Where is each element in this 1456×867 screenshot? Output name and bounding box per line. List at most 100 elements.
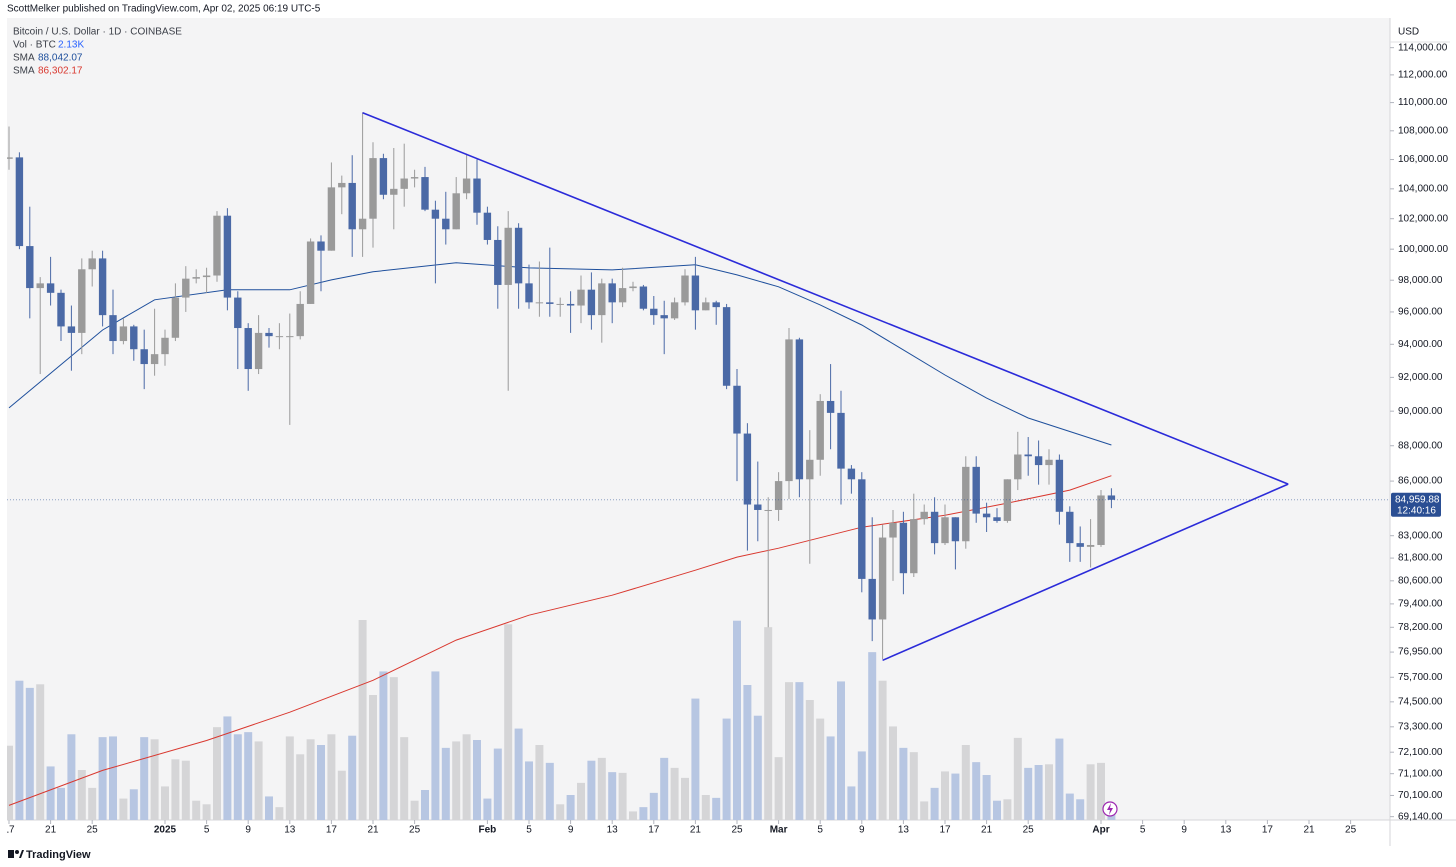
candle-body: [369, 158, 377, 219]
candle-body: [182, 278, 190, 298]
candle-body: [910, 519, 918, 574]
volume-bar: [25, 687, 34, 820]
volume-bar: [88, 787, 97, 820]
volume-bar: [722, 718, 731, 820]
volume-bar: [566, 795, 575, 820]
volume-bar: [337, 770, 346, 820]
candle-body: [109, 315, 117, 342]
volume-bar: [462, 734, 471, 820]
candle-body: [1055, 459, 1064, 512]
candle-body: [878, 537, 887, 620]
volume-bar: [213, 727, 221, 820]
volume-bar: [920, 801, 929, 820]
sma-legend: SMA: [13, 66, 35, 77]
volume-bar: [379, 671, 388, 820]
x-tick-label: 2025: [154, 825, 177, 836]
volume-bar: [1055, 738, 1064, 820]
volume-bar: [941, 771, 949, 820]
volume-bar: [67, 734, 76, 820]
volume-bar: [285, 736, 294, 820]
candle-body: [223, 215, 232, 298]
volume-bar: [504, 624, 513, 820]
volume-bar: [36, 684, 45, 820]
volume-bar: [306, 739, 315, 820]
volume-bar: [1034, 765, 1043, 820]
price-tag-label: 84,959.88: [1395, 494, 1440, 505]
x-tick-label: 13: [898, 825, 910, 836]
x-tick-label: 25: [87, 825, 99, 836]
x-tick-label: 21: [45, 825, 57, 836]
volume-bar: [753, 715, 762, 820]
volume-bar: [358, 620, 367, 820]
volume-bar: [254, 741, 263, 820]
candle-body: [15, 157, 24, 247]
y-tick-label: 69,140.00: [1398, 811, 1443, 822]
y-tick-label: 72,100.00: [1398, 747, 1443, 758]
candle-body: [462, 178, 471, 194]
candle-body: [317, 241, 325, 251]
volume-bar: [109, 736, 117, 820]
candle-body: [702, 302, 710, 311]
volume-bar: [327, 734, 336, 820]
y-tick-label: 86,000.00: [1398, 476, 1443, 487]
y-tick-label: 114,000.00: [1398, 42, 1448, 53]
candle-body: [1003, 479, 1012, 521]
candle-body: [358, 218, 367, 230]
volume-bar: [77, 770, 86, 820]
candle-body: [275, 336, 284, 338]
volume-bar: [993, 800, 1001, 820]
volume-bar: [150, 739, 159, 820]
y-tick-label: 104,000.00: [1398, 183, 1448, 194]
volume-bar: [847, 786, 856, 820]
volume-bar: [816, 718, 825, 820]
sma-legend-value: 86,302.17: [38, 66, 83, 77]
candle-body: [1034, 456, 1043, 466]
candle-body: [192, 277, 200, 279]
x-tick-label: 17: [1262, 825, 1274, 836]
volume-bar: [712, 797, 721, 820]
candle-body: [1066, 511, 1074, 544]
y-tick-label: 110,000.00: [1398, 97, 1448, 108]
y-tick-label: 83,000.00: [1398, 530, 1443, 541]
volume-bar: [545, 762, 554, 820]
candle-body: [254, 332, 263, 370]
x-tick-label: 21: [367, 825, 379, 836]
candle-body: [951, 517, 960, 542]
candle-body: [1045, 459, 1053, 466]
candle-body: [431, 209, 440, 219]
volume-bar: [514, 728, 523, 820]
y-tick-label: 106,000.00: [1398, 154, 1448, 165]
candle-body: [327, 187, 336, 251]
volume-bar: [608, 772, 617, 820]
volume-bar: [7, 745, 13, 820]
candle-body: [421, 177, 429, 210]
candle-body: [650, 308, 658, 316]
volume-bar: [129, 789, 138, 820]
volume-bar: [951, 773, 960, 820]
volume-bar: [1013, 737, 1022, 820]
candle-body: [36, 283, 44, 289]
candle-body: [847, 468, 856, 480]
candle-body: [774, 481, 783, 510]
candle-body: [660, 315, 668, 319]
x-tick-label: 17: [3, 825, 15, 836]
candle-body: [899, 522, 908, 574]
volume-bar: [805, 700, 814, 820]
candle-body: [712, 302, 720, 308]
volume-bar: [119, 798, 128, 820]
volume-bar: [681, 777, 689, 820]
candle-body: [681, 275, 689, 303]
sma-legend-value: 88,042.07: [38, 53, 83, 64]
volume-bar: [868, 652, 877, 820]
volume-bar: [982, 775, 991, 820]
volume-bar: [57, 787, 65, 820]
candle-body: [889, 522, 897, 538]
volume-bar: [899, 747, 908, 820]
candle-body: [639, 286, 648, 309]
candle-body: [1076, 543, 1084, 547]
volume-bar: [161, 786, 169, 820]
candle-body: [150, 354, 159, 365]
volume-bar: [597, 757, 606, 820]
candle-body: [962, 466, 970, 542]
price-tag-countdown: 12:40:16: [1397, 505, 1436, 516]
